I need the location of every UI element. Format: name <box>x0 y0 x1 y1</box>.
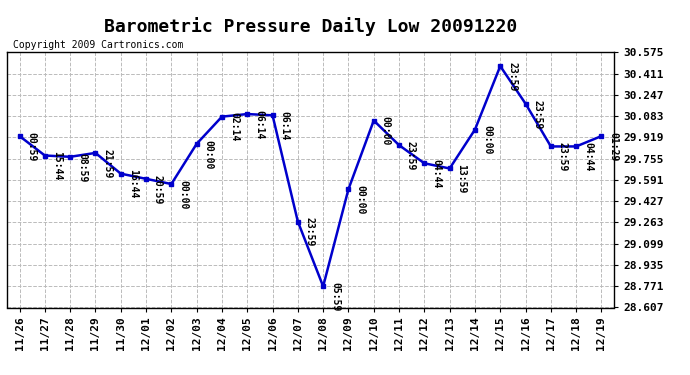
Text: 05:59: 05:59 <box>330 282 340 312</box>
Text: 23:59: 23:59 <box>305 217 315 247</box>
Text: 20:59: 20:59 <box>153 175 163 204</box>
Text: 01:29: 01:29 <box>609 132 618 161</box>
Text: 00:00: 00:00 <box>204 140 214 169</box>
Text: Barometric Pressure Daily Low 20091220: Barometric Pressure Daily Low 20091220 <box>104 17 517 36</box>
Text: 00:00: 00:00 <box>178 180 188 209</box>
Text: Copyright 2009 Cartronics.com: Copyright 2009 Cartronics.com <box>13 40 184 50</box>
Text: 16:44: 16:44 <box>128 170 138 199</box>
Text: 04:44: 04:44 <box>431 159 442 189</box>
Text: 23:59: 23:59 <box>406 141 416 170</box>
Text: 02:14: 02:14 <box>229 112 239 142</box>
Text: 21:59: 21:59 <box>102 149 112 178</box>
Text: 04:44: 04:44 <box>583 142 593 172</box>
Text: 00:59: 00:59 <box>26 132 37 161</box>
Text: 06:14: 06:14 <box>279 111 290 141</box>
Text: 00:00: 00:00 <box>355 185 366 214</box>
Text: 06:14: 06:14 <box>254 110 264 139</box>
Text: 13:59: 13:59 <box>457 164 466 194</box>
Text: 23:59: 23:59 <box>533 99 542 129</box>
Text: 08:59: 08:59 <box>77 153 87 182</box>
Text: 23:59: 23:59 <box>558 142 568 172</box>
Text: 23:59: 23:59 <box>507 62 518 92</box>
Text: 00:00: 00:00 <box>381 116 391 146</box>
Text: 00:00: 00:00 <box>482 125 492 155</box>
Text: 15:44: 15:44 <box>52 152 62 181</box>
